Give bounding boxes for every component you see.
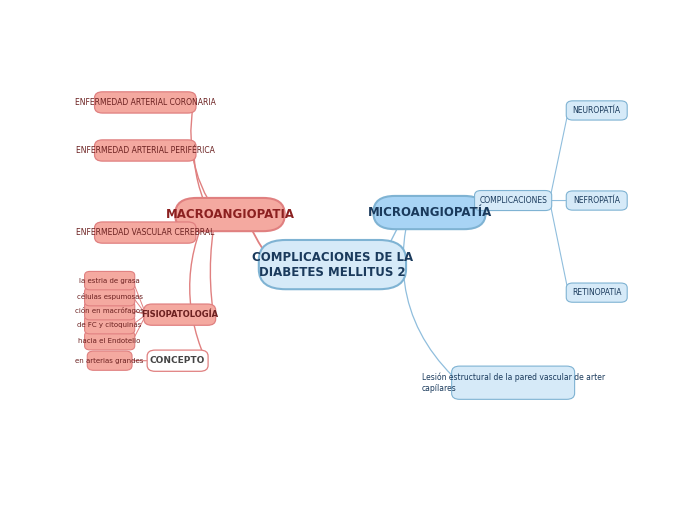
Text: COMPLICACIONES DE LA
DIABETES MELLITUS 2: COMPLICACIONES DE LA DIABETES MELLITUS 2 — [252, 251, 413, 279]
FancyBboxPatch shape — [147, 350, 208, 371]
Text: Lesión estructural de la pared vascular de arter
capílares: Lesión estructural de la pared vascular … — [422, 373, 605, 393]
Text: CONCEPTO: CONCEPTO — [150, 356, 205, 365]
Text: ENFERMEDAD ARTERIAL PERIFÉRICA: ENFERMEDAD ARTERIAL PERIFÉRICA — [76, 146, 214, 155]
FancyBboxPatch shape — [567, 191, 627, 210]
FancyBboxPatch shape — [87, 351, 132, 370]
Text: MICROANGIOPATÍA: MICROANGIOPATÍA — [367, 206, 491, 219]
Text: NEFROPATÍA: NEFROPATÍA — [574, 196, 620, 205]
FancyBboxPatch shape — [85, 331, 135, 350]
FancyBboxPatch shape — [85, 288, 135, 306]
FancyBboxPatch shape — [95, 92, 196, 113]
FancyBboxPatch shape — [85, 271, 135, 290]
FancyBboxPatch shape — [95, 222, 196, 243]
FancyBboxPatch shape — [567, 101, 627, 120]
Text: FISIOPATOLOGÍA: FISIOPATOLOGÍA — [141, 310, 219, 319]
Text: la estria de grasa: la estria de grasa — [79, 278, 140, 283]
FancyBboxPatch shape — [374, 196, 486, 229]
Text: MACROANGIOPATIA: MACROANGIOPATIA — [166, 208, 294, 221]
Text: de FC y citoquinas: de FC y citoquinas — [77, 322, 142, 328]
Text: células espumosas: células espumosas — [77, 293, 143, 300]
Text: ENFERMEDAD VASCULAR CEREBRAL: ENFERMEDAD VASCULAR CEREBRAL — [76, 228, 214, 237]
FancyBboxPatch shape — [85, 316, 135, 334]
FancyBboxPatch shape — [85, 302, 135, 320]
FancyBboxPatch shape — [475, 190, 552, 211]
FancyBboxPatch shape — [259, 240, 406, 289]
FancyBboxPatch shape — [567, 283, 627, 302]
FancyBboxPatch shape — [175, 198, 285, 231]
Text: ENFERMEDAD ARTERIAL CORONARIA: ENFERMEDAD ARTERIAL CORONARIA — [74, 98, 216, 107]
FancyBboxPatch shape — [144, 304, 216, 326]
FancyBboxPatch shape — [95, 140, 196, 161]
Text: NEUROPATÍA: NEUROPATÍA — [573, 106, 621, 115]
Text: en arterias grandes: en arterias grandes — [75, 358, 144, 363]
Text: ción en macrófagos: ción en macrófagos — [75, 307, 144, 314]
Text: RETINOPATIA: RETINOPATIA — [572, 288, 622, 297]
Text: COMPLICACIONES: COMPLICACIONES — [479, 196, 547, 205]
FancyBboxPatch shape — [452, 366, 575, 399]
Text: hacia el Endotelio: hacia el Endotelio — [79, 337, 141, 344]
